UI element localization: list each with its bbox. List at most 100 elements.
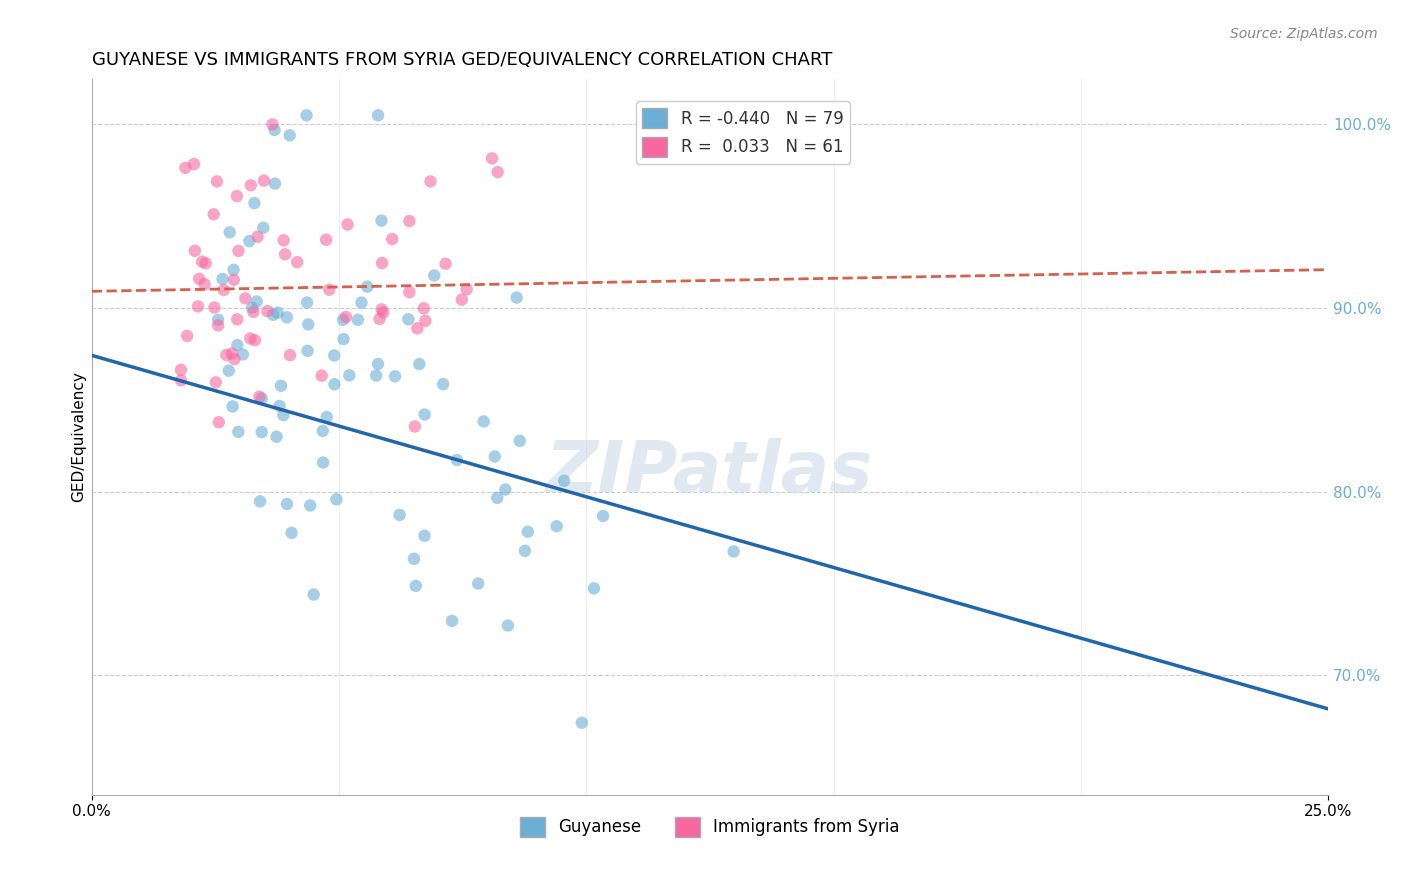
Point bbox=[332, 332, 354, 346]
Point bbox=[246, 294, 269, 309]
Point bbox=[202, 207, 225, 221]
Point bbox=[243, 333, 266, 347]
Point bbox=[246, 229, 269, 244]
Point bbox=[299, 499, 322, 513]
Point bbox=[432, 377, 454, 392]
Point bbox=[278, 348, 301, 362]
Point bbox=[367, 108, 389, 122]
Point bbox=[350, 295, 373, 310]
Point bbox=[295, 108, 318, 122]
Point bbox=[370, 302, 392, 317]
Point bbox=[193, 277, 215, 292]
Point bbox=[315, 233, 337, 247]
Point bbox=[423, 268, 446, 283]
Point bbox=[226, 338, 249, 352]
Point bbox=[302, 588, 325, 602]
Point bbox=[252, 220, 274, 235]
Point bbox=[323, 377, 346, 392]
Text: ZIPatlas: ZIPatlas bbox=[547, 438, 873, 507]
Point bbox=[332, 313, 354, 327]
Point bbox=[262, 117, 284, 131]
Point bbox=[187, 300, 209, 314]
Y-axis label: GED/Equivalency: GED/Equivalency bbox=[72, 371, 86, 502]
Point bbox=[494, 483, 516, 497]
Point bbox=[486, 491, 509, 505]
Point bbox=[315, 409, 337, 424]
Point bbox=[207, 312, 229, 326]
Point bbox=[204, 376, 226, 390]
Point bbox=[571, 715, 593, 730]
Point bbox=[388, 508, 411, 522]
Point bbox=[270, 378, 292, 392]
Point bbox=[239, 178, 262, 193]
Point bbox=[323, 348, 346, 362]
Point bbox=[546, 519, 568, 533]
Point bbox=[273, 233, 295, 247]
Point bbox=[194, 256, 217, 270]
Point bbox=[191, 254, 214, 268]
Point bbox=[553, 474, 575, 488]
Point bbox=[335, 310, 357, 324]
Point bbox=[337, 368, 360, 383]
Point bbox=[208, 415, 231, 429]
Point bbox=[243, 196, 266, 211]
Point bbox=[356, 279, 378, 293]
Point bbox=[276, 497, 298, 511]
Point bbox=[406, 321, 429, 335]
Point bbox=[481, 152, 503, 166]
Point bbox=[506, 291, 529, 305]
Point bbox=[467, 576, 489, 591]
Point bbox=[218, 363, 240, 377]
Point bbox=[496, 618, 519, 632]
Point bbox=[262, 308, 284, 322]
Point bbox=[269, 399, 291, 413]
Point bbox=[398, 285, 420, 300]
Point bbox=[240, 301, 263, 315]
Point bbox=[311, 368, 333, 383]
Point bbox=[221, 346, 243, 360]
Point bbox=[232, 347, 254, 361]
Point bbox=[170, 363, 193, 377]
Point bbox=[450, 293, 472, 307]
Point bbox=[446, 453, 468, 467]
Point bbox=[274, 247, 297, 261]
Point bbox=[278, 128, 301, 143]
Point bbox=[226, 425, 249, 439]
Point bbox=[366, 368, 388, 383]
Point bbox=[266, 430, 288, 444]
Point bbox=[582, 582, 605, 596]
Point bbox=[370, 213, 392, 227]
Point bbox=[367, 357, 389, 371]
Point bbox=[592, 508, 614, 523]
Point bbox=[276, 310, 298, 325]
Point bbox=[325, 492, 347, 507]
Point bbox=[285, 255, 308, 269]
Point bbox=[249, 494, 271, 508]
Point bbox=[405, 579, 427, 593]
Point bbox=[723, 544, 745, 558]
Point bbox=[264, 177, 287, 191]
Point bbox=[381, 232, 404, 246]
Legend: Guyanese, Immigrants from Syria: Guyanese, Immigrants from Syria bbox=[513, 810, 907, 844]
Point bbox=[398, 214, 420, 228]
Point bbox=[413, 408, 436, 422]
Point bbox=[184, 244, 207, 258]
Point bbox=[242, 305, 264, 319]
Point bbox=[256, 304, 278, 318]
Point bbox=[239, 331, 262, 345]
Point bbox=[456, 282, 478, 296]
Point bbox=[207, 318, 229, 333]
Point bbox=[250, 392, 273, 406]
Point bbox=[211, 272, 233, 286]
Point bbox=[273, 408, 295, 422]
Point bbox=[174, 161, 197, 175]
Point bbox=[226, 312, 249, 326]
Point bbox=[396, 312, 419, 326]
Point bbox=[516, 524, 538, 539]
Point bbox=[238, 234, 260, 248]
Point bbox=[176, 329, 198, 343]
Point bbox=[226, 189, 249, 203]
Point bbox=[434, 257, 457, 271]
Point bbox=[412, 301, 434, 316]
Point bbox=[233, 291, 256, 305]
